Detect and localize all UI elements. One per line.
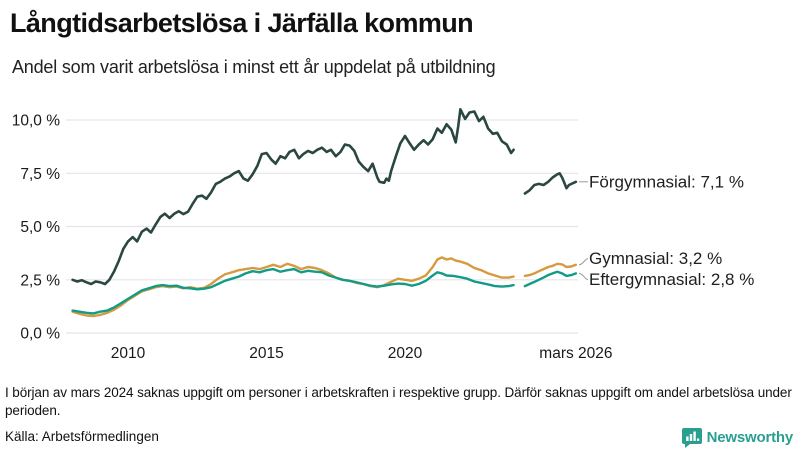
label-connector xyxy=(578,258,589,266)
y-tick-label: 2,5 % xyxy=(20,272,60,289)
newsworthy-brand-label: Newsworthy xyxy=(706,429,794,446)
y-tick-label: 10,0 % xyxy=(12,113,60,130)
series-line-forgymnasial xyxy=(523,172,578,195)
series-line-gymnasial xyxy=(71,256,515,318)
y-tick-label: 5,0 % xyxy=(20,219,60,236)
series-label-gymnasial: Gymnasial: 3,2 % xyxy=(589,249,722,268)
series-line-eftergymnasial xyxy=(523,270,578,288)
y-tick-label: 0,0 % xyxy=(20,326,60,343)
series-line-gymnasial xyxy=(523,262,578,278)
x-tick-label: mars 2026 xyxy=(539,345,612,362)
chart-footnote: I början av mars 2024 saknas uppgift om … xyxy=(5,385,792,418)
x-tick-label: 2015 xyxy=(249,345,283,362)
series-line-eftergymnasial xyxy=(71,267,515,315)
series-label-eftergymnasial: Eftergymnasial: 2,8 % xyxy=(589,270,754,289)
newsworthy-brand: Newsworthy xyxy=(681,427,794,448)
line-chart: 0,0 % 2,5 % 5,0 % 7,5 % 10,0 % 2010 2015 2020 ma… xyxy=(12,108,754,362)
chart-subtitle: Andel som varit arbetslösa i minst ett å… xyxy=(12,57,496,77)
source-label: Källa: Arbetsförmedlingen xyxy=(5,429,159,444)
newsworthy-logo-icon xyxy=(681,428,702,448)
label-connector xyxy=(578,272,589,281)
series-label-forgymnasial: Förgymnasial: 7,1 % xyxy=(589,172,744,191)
y-tick-label: 7,5 % xyxy=(20,166,60,183)
series-line-forgymnasial xyxy=(71,108,515,286)
x-tick-label: 2020 xyxy=(388,345,423,362)
x-tick-label: 2010 xyxy=(111,345,146,362)
chart-title: Långtidsarbetslösa i Järfälla kommun xyxy=(10,8,474,38)
